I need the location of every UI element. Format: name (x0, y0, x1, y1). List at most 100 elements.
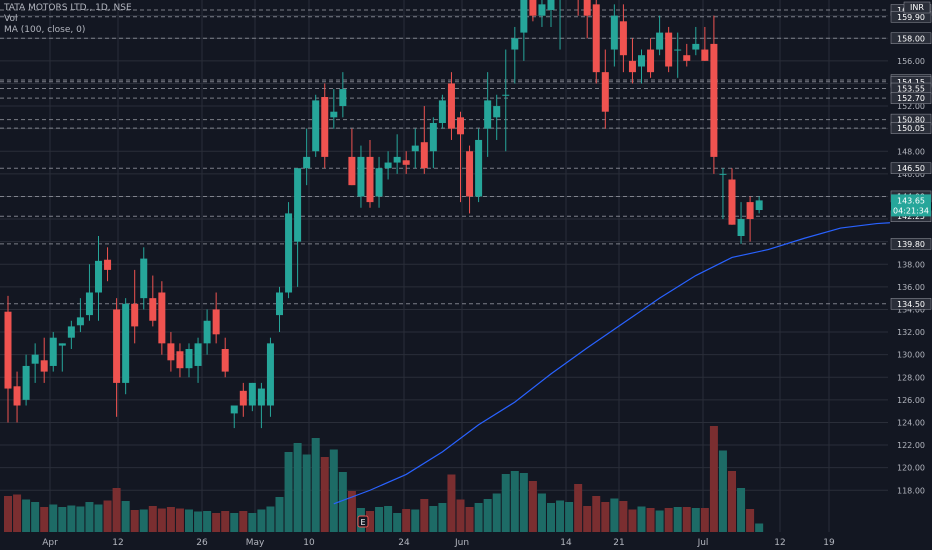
candle-body (122, 303, 130, 383)
candle-body (149, 298, 157, 321)
volume-bar (492, 493, 501, 532)
volume-bar (203, 511, 212, 532)
volume-bar (139, 509, 148, 532)
price-level-value: 152.70 (897, 94, 925, 103)
time-axis-tick-label: Jul (697, 538, 709, 548)
volume-bar (746, 509, 755, 532)
volume-bar (347, 491, 356, 532)
time-axis-tick-label: 24 (398, 538, 410, 548)
candle-body (665, 32, 673, 67)
volume-bar (474, 503, 483, 532)
volume-bar (528, 481, 537, 532)
price-level-value: 154.15 (897, 78, 925, 87)
price-axis-tick-label: 156.00 (897, 57, 925, 66)
volume-bar (148, 506, 157, 532)
volume-bar (393, 513, 402, 532)
volume-bar (266, 506, 275, 532)
candle-body (628, 60, 636, 73)
volume-bar (248, 513, 257, 532)
volume-bar (583, 506, 592, 532)
candle-body (583, 0, 591, 16)
time-axis-tick-label: 26 (196, 538, 208, 548)
candle-body (95, 260, 102, 293)
candle-body (710, 43, 718, 157)
volume-bar (302, 454, 311, 532)
volume-bar (592, 496, 601, 532)
candle-body (701, 49, 709, 61)
volume-bar (691, 508, 700, 532)
candle-body (312, 100, 320, 152)
volume-bar (338, 472, 347, 532)
volume-bar (483, 499, 492, 532)
last-price-value: 143.65 (897, 196, 925, 205)
candle-body (76, 317, 84, 326)
volume-bar (31, 502, 40, 532)
volume-bar (366, 511, 374, 532)
volume-bar (130, 510, 139, 532)
volume-bar (85, 502, 94, 532)
candle-body (538, 4, 546, 16)
volume-indicator-label[interactable]: Vol (4, 14, 18, 24)
candle-body (493, 106, 501, 118)
last-price-box (891, 194, 931, 217)
candle-body (520, 0, 528, 33)
volume-bar (112, 488, 121, 532)
volume-bar (22, 499, 31, 532)
price-level-box (890, 92, 932, 104)
candle-body (276, 292, 283, 316)
volume-bar (465, 507, 474, 532)
candle-body (248, 382, 256, 406)
volume-bar (565, 502, 574, 532)
candle-body (330, 111, 338, 118)
candle-body (357, 156, 365, 197)
candle-body (429, 123, 437, 152)
candle-body (746, 202, 754, 220)
candle-body (547, 0, 555, 11)
price-axis-tick-label: 152.00 (897, 102, 925, 111)
moving-average-label[interactable]: MA (100, close, 0) (4, 25, 86, 35)
candle-body (610, 15, 618, 50)
volume-bar (619, 501, 628, 532)
candle-body (212, 309, 220, 335)
chart-legend: TATA MOTORS LTD., 1D, NSE Vol MA (100, c… (4, 3, 132, 36)
volume-bar (76, 506, 85, 532)
symbol-title[interactable]: TATA MOTORS LTD., 1D, NSE (4, 3, 132, 13)
volume-bar (67, 505, 76, 532)
candle-body (447, 83, 455, 129)
candle-body (13, 386, 21, 406)
candle-body (484, 100, 492, 129)
volume-bar (157, 508, 166, 532)
candles (4, 0, 763, 429)
candle-body (167, 343, 175, 361)
candle-body (728, 179, 736, 225)
volume-bar (682, 507, 691, 532)
candle-body (321, 97, 329, 157)
time-axis-tick-label: 12 (774, 538, 785, 548)
volume-bar (429, 506, 438, 532)
time-axis-tick-label: 10 (303, 538, 315, 548)
price-axis-tick-label: 136.00 (897, 283, 925, 292)
volume-bar (94, 504, 103, 532)
candle-body (457, 117, 464, 135)
volume-bar (709, 426, 718, 532)
candle-body (366, 156, 374, 203)
time-axis-tick-label: Apr (42, 538, 58, 548)
volume-bar (384, 506, 393, 532)
volume-bar (438, 503, 447, 532)
volume-bar (574, 484, 583, 532)
candle-body (239, 390, 247, 406)
volume-bar (4, 496, 12, 532)
volume-bar (537, 493, 546, 532)
price-axis-tick-label: 148.00 (897, 147, 925, 156)
volume-bar (411, 509, 420, 532)
candle-body (49, 337, 57, 366)
candle-body (502, 94, 510, 96)
price-axis-tick-label: 122.00 (897, 441, 925, 450)
candle-body (411, 145, 419, 152)
candle-body (266, 343, 274, 406)
volume-bar (519, 473, 528, 532)
candle-body (58, 343, 66, 346)
volume-bar (329, 449, 338, 532)
price-level-box (890, 162, 932, 174)
